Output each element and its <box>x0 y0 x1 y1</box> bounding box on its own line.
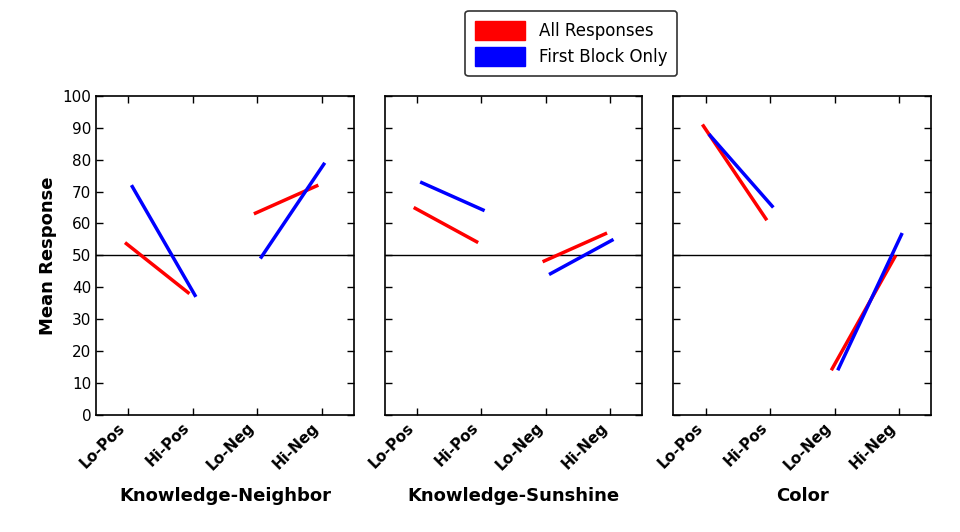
Legend: All Responses, First Block Only: All Responses, First Block Only <box>466 11 677 76</box>
X-axis label: Knowledge-Neighbor: Knowledge-Neighbor <box>119 487 331 505</box>
Y-axis label: Mean Response: Mean Response <box>38 176 57 335</box>
X-axis label: Color: Color <box>776 487 828 505</box>
X-axis label: Knowledge-Sunshine: Knowledge-Sunshine <box>408 487 619 505</box>
